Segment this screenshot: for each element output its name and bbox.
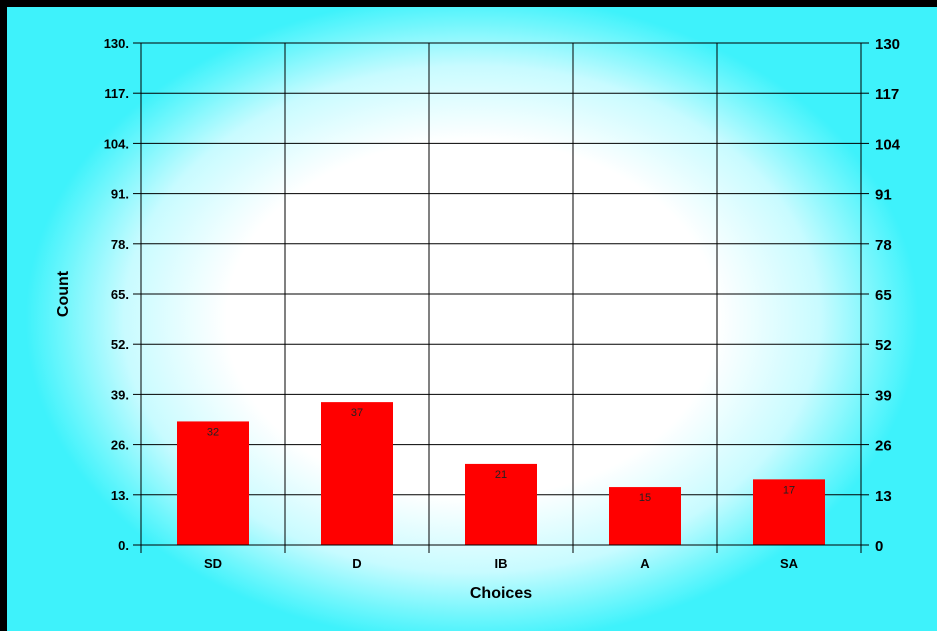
bar-d bbox=[321, 402, 393, 545]
left-tick-label: 39. bbox=[111, 387, 129, 402]
right-tick-label: 13 bbox=[875, 488, 892, 505]
data-label-sa: 17 bbox=[783, 484, 795, 496]
right-tick-label: 78 bbox=[875, 237, 892, 254]
right-tick-label: 91 bbox=[875, 187, 892, 204]
category-label-ib: IB bbox=[495, 556, 508, 571]
left-tick-label: 13. bbox=[111, 488, 129, 503]
bar-a bbox=[609, 487, 681, 545]
data-label-a: 15 bbox=[639, 492, 651, 504]
right-tick-label: 130 bbox=[875, 36, 900, 53]
left-tick-label: 0. bbox=[118, 538, 129, 553]
data-label-sd: 32 bbox=[207, 426, 219, 438]
left-tick-label: 78. bbox=[111, 237, 129, 252]
right-tick-label: 65 bbox=[875, 287, 892, 304]
right-tick-label: 0 bbox=[875, 538, 883, 555]
gridlines bbox=[141, 42, 861, 546]
right-tick-label: 39 bbox=[875, 387, 892, 404]
chart-background: 0. 13. 26. 39. 52. 65. 78. 91. 104. 117. 130. 0 13 2… bbox=[7, 7, 937, 631]
left-tick-label: 130. bbox=[104, 36, 129, 51]
bar-chart: 0. 13. 26. 39. 52. 65. 78. 91. 104. 117. 130. 0 13 2… bbox=[55, 36, 901, 602]
left-tick-label: 104. bbox=[104, 136, 129, 151]
right-y-axis-ticks: 0 13 26 39 52 65 78 91 104 117 130 bbox=[861, 36, 901, 555]
category-label-sd: SD bbox=[204, 556, 222, 571]
data-label-d: 37 bbox=[351, 407, 363, 419]
right-tick-label: 117 bbox=[875, 86, 899, 103]
left-tick-label: 52. bbox=[111, 337, 129, 352]
left-tick-label: 91. bbox=[111, 187, 129, 202]
x-axis-title: Choices bbox=[470, 585, 532, 602]
left-tick-label: 65. bbox=[111, 287, 129, 302]
right-tick-label: 26 bbox=[875, 438, 892, 455]
left-tick-label: 117. bbox=[104, 86, 129, 101]
category-label-sa: SA bbox=[780, 556, 799, 571]
left-tick-label: 26. bbox=[111, 438, 129, 453]
bar-sa bbox=[753, 479, 825, 545]
y-axis-title: Count bbox=[55, 270, 72, 317]
bar-ib bbox=[465, 463, 537, 545]
bar-sd bbox=[177, 421, 249, 545]
right-tick-label: 104 bbox=[875, 136, 901, 153]
bar-series bbox=[177, 402, 825, 545]
right-tick-label: 52 bbox=[875, 337, 892, 354]
data-label-ib: 21 bbox=[495, 469, 507, 481]
data-labels: 32 37 21 15 17 bbox=[207, 407, 795, 504]
left-y-axis-ticks: 0. 13. 26. 39. 52. 65. 78. 91. 104. 117. 130. bbox=[104, 36, 141, 553]
category-label-d: D bbox=[352, 556, 361, 571]
x-axis-categories: SD D IB A SA bbox=[140, 545, 862, 571]
category-label-a: A bbox=[640, 556, 650, 571]
